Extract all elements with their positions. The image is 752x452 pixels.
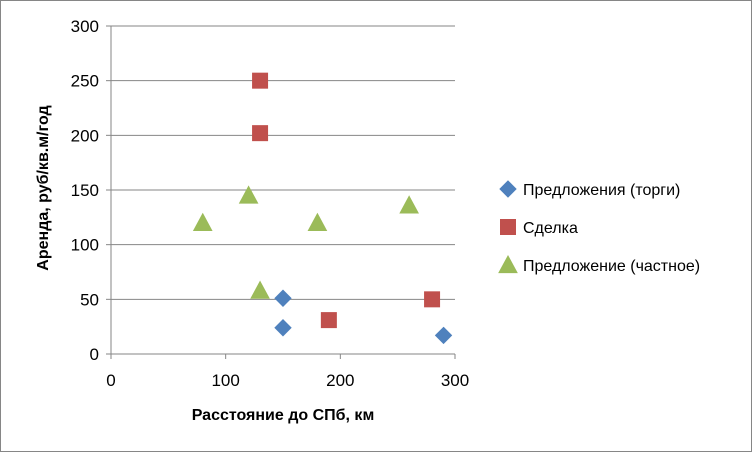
legend-marker-diamond (499, 180, 517, 198)
x-tick-label: 100 (211, 371, 239, 390)
data-point-square (424, 291, 441, 308)
y-tick-labels: 0 50 100 150 200 250 300 (71, 17, 99, 364)
legend-marker-triangle (498, 254, 518, 274)
x-tick-label: 200 (326, 371, 354, 390)
y-tick-label: 50 (80, 290, 99, 309)
data-points (192, 72, 453, 345)
x-tick-labels: 0 100 200 300 (106, 371, 469, 390)
x-tick-label: 300 (441, 371, 469, 390)
legend-entry: Предложения (торги) (499, 180, 680, 199)
x-tick-label: 0 (106, 371, 115, 390)
y-axis-title: Аренда, руб/кв.м/год (35, 105, 52, 270)
data-point-square (252, 125, 269, 142)
data-point-diamond (274, 289, 292, 307)
legend-entry: Предложение (частное) (498, 254, 700, 275)
y-tick-label: 250 (71, 72, 99, 91)
data-point-triangle (399, 195, 419, 214)
data-point-square (320, 312, 337, 329)
data-point-triangle (192, 212, 213, 231)
x-axis-title: Расстояние до СПб, км (192, 407, 375, 424)
legend-label: Сделка (523, 220, 578, 237)
legend: Предложения (торги) Сделка Предложение (ча… (498, 180, 700, 275)
y-tick-label: 150 (71, 181, 99, 200)
y-tick-label: 200 (71, 126, 99, 145)
data-point-triangle (250, 280, 270, 299)
legend-label: Предложения (торги) (523, 182, 680, 199)
legend-marker-square (500, 219, 516, 235)
legend-label: Предложение (частное) (523, 258, 700, 275)
data-point-triangle (307, 212, 328, 231)
y-tick-label: 300 (71, 17, 99, 36)
axes (106, 25, 456, 359)
data-point-diamond (274, 319, 292, 337)
data-point-diamond (434, 326, 453, 345)
y-tick-label: 0 (90, 345, 99, 364)
data-point-square (252, 72, 269, 89)
data-point-triangle (238, 185, 259, 204)
gridlines (111, 25, 455, 300)
legend-entry: Сделка (500, 219, 578, 237)
y-tick-label: 100 (71, 236, 99, 255)
